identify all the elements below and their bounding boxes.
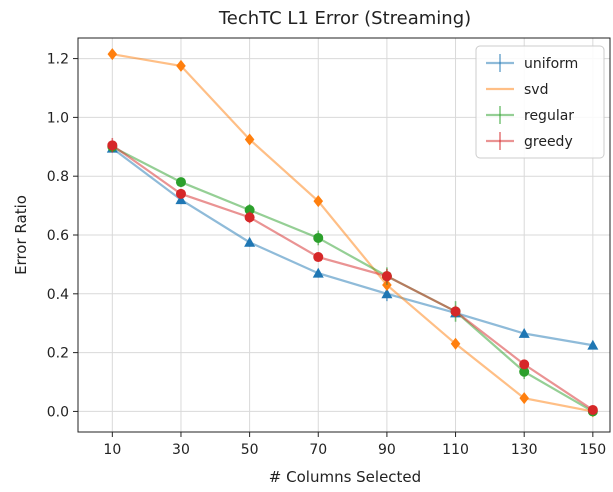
x-tick-label: 90 (378, 442, 396, 458)
legend-box (475, 45, 605, 159)
data-point (175, 188, 186, 199)
y-tick-label: 0.6 (47, 228, 69, 244)
legend-label: uniform (524, 56, 578, 72)
y-tick-label: 1.0 (47, 110, 69, 126)
x-tick-label: 10 (103, 442, 121, 458)
data-point (587, 339, 599, 350)
x-tick-label: 50 (241, 442, 259, 458)
series-group (106, 48, 599, 418)
legend-item-greedy: greedy (486, 132, 573, 150)
data-point (587, 404, 598, 415)
data-point (107, 140, 118, 151)
data-point (518, 328, 530, 338)
data-point (175, 177, 186, 188)
axes: 10 30 50 70 90 110 130 150 0.0 0.2 0.4 0.6 0.8 1.0 1.2 (47, 52, 606, 458)
data-point (244, 133, 255, 146)
chart-title: TechTC L1 Error (Streaming) (218, 8, 471, 29)
y-tick-label: 0.4 (47, 287, 69, 303)
legend: uniform svd regular greedy (475, 45, 605, 159)
data-point (450, 306, 461, 317)
data-point (519, 392, 529, 405)
x-axis-title: # Columns Selected (269, 468, 421, 486)
y-tick-label: 0.0 (47, 404, 69, 420)
data-point (381, 288, 393, 299)
series-line-greedy (111, 144, 594, 411)
series-line-uniform (111, 147, 594, 347)
legend-item-regular: regular (486, 106, 574, 124)
y-axis-title: Error Ratio (12, 195, 30, 275)
x-tick-label: 110 (442, 442, 469, 458)
data-point (381, 271, 392, 282)
legend-label: svd (524, 82, 548, 98)
legend-label: regular (524, 108, 574, 124)
series-greedy (107, 137, 598, 415)
x-tick-label: 150 (579, 442, 606, 458)
data-point (244, 212, 255, 223)
data-point (313, 252, 324, 263)
data-point (312, 267, 324, 278)
x-tick-label: 30 (172, 442, 190, 458)
y-tick-label: 1.2 (47, 52, 69, 68)
data-point (244, 205, 255, 216)
data-point (313, 232, 324, 243)
data-point (244, 236, 256, 247)
y-tick-label: 0.2 (47, 346, 69, 362)
y-tick-label: 0.8 (47, 169, 69, 185)
data-point (107, 48, 118, 61)
series-line-regular (111, 145, 594, 413)
legend-label: greedy (524, 134, 573, 150)
x-tick-label: 70 (309, 442, 327, 458)
data-point (175, 194, 187, 205)
data-point (313, 195, 324, 208)
legend-item-uniform: uniform (486, 54, 578, 72)
data-point (176, 59, 186, 72)
legend-item-svd: svd (486, 82, 548, 98)
series-line-svd (112, 53, 594, 413)
x-tick-label: 130 (511, 442, 538, 458)
data-point (519, 359, 530, 370)
data-point (450, 337, 461, 350)
data-point (519, 366, 530, 377)
